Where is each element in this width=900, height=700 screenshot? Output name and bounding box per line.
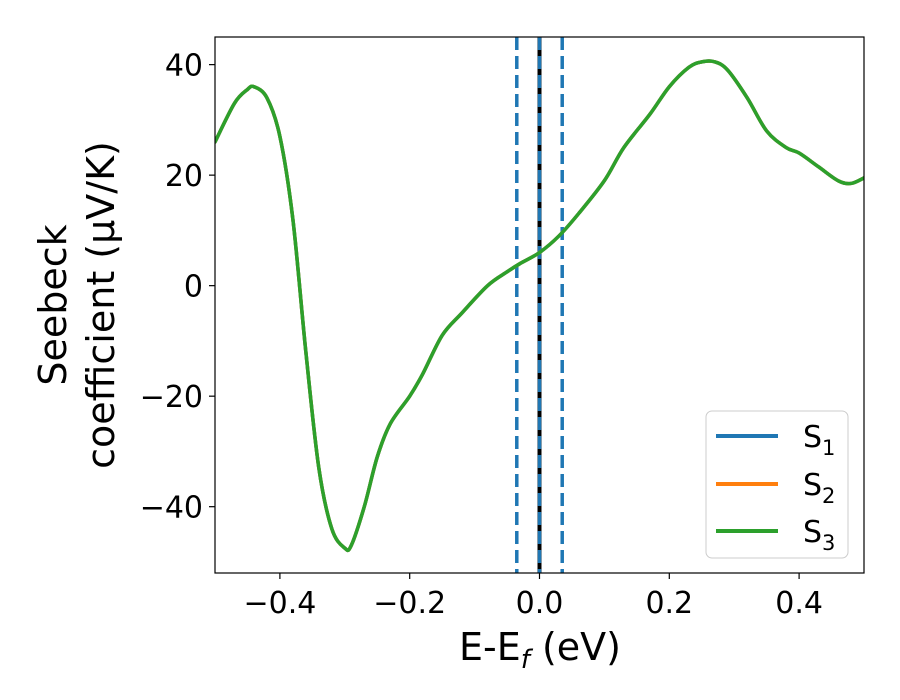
series-line-s3 bbox=[215, 59, 864, 553]
series-lines bbox=[215, 59, 864, 553]
y-tick-label: −20 bbox=[140, 380, 203, 415]
x-tick-label: −0.2 bbox=[373, 586, 446, 621]
y-axis-ticks: −40 −20 0 20 40 bbox=[140, 49, 215, 526]
x-tick-label: 0.4 bbox=[775, 586, 823, 621]
x-tick-label: 0.2 bbox=[645, 586, 693, 621]
legend-label-s3: S3 bbox=[803, 515, 835, 555]
y-tick-label: 20 bbox=[165, 159, 203, 194]
x-tick-label: 0.0 bbox=[516, 586, 564, 621]
legend: S1 S2 S3 bbox=[705, 410, 849, 559]
x-axis-label: E-Ef (eV) bbox=[459, 625, 621, 675]
legend-label-s2: S2 bbox=[803, 468, 835, 508]
reference-lines bbox=[515, 37, 564, 573]
y-tick-label: 40 bbox=[165, 49, 203, 84]
x-tick-label: −0.4 bbox=[243, 586, 316, 621]
legend-label-s1: S1 bbox=[803, 420, 835, 460]
y-axis-label-line2: coefficient (μV/K) bbox=[79, 141, 123, 469]
y-axis-label-line1: Seebeck bbox=[31, 224, 75, 385]
y-tick-label: −40 bbox=[140, 491, 203, 526]
x-axis-ticks: −0.4 −0.2 0.0 0.2 0.4 bbox=[243, 573, 823, 621]
y-tick-label: 0 bbox=[184, 270, 203, 305]
